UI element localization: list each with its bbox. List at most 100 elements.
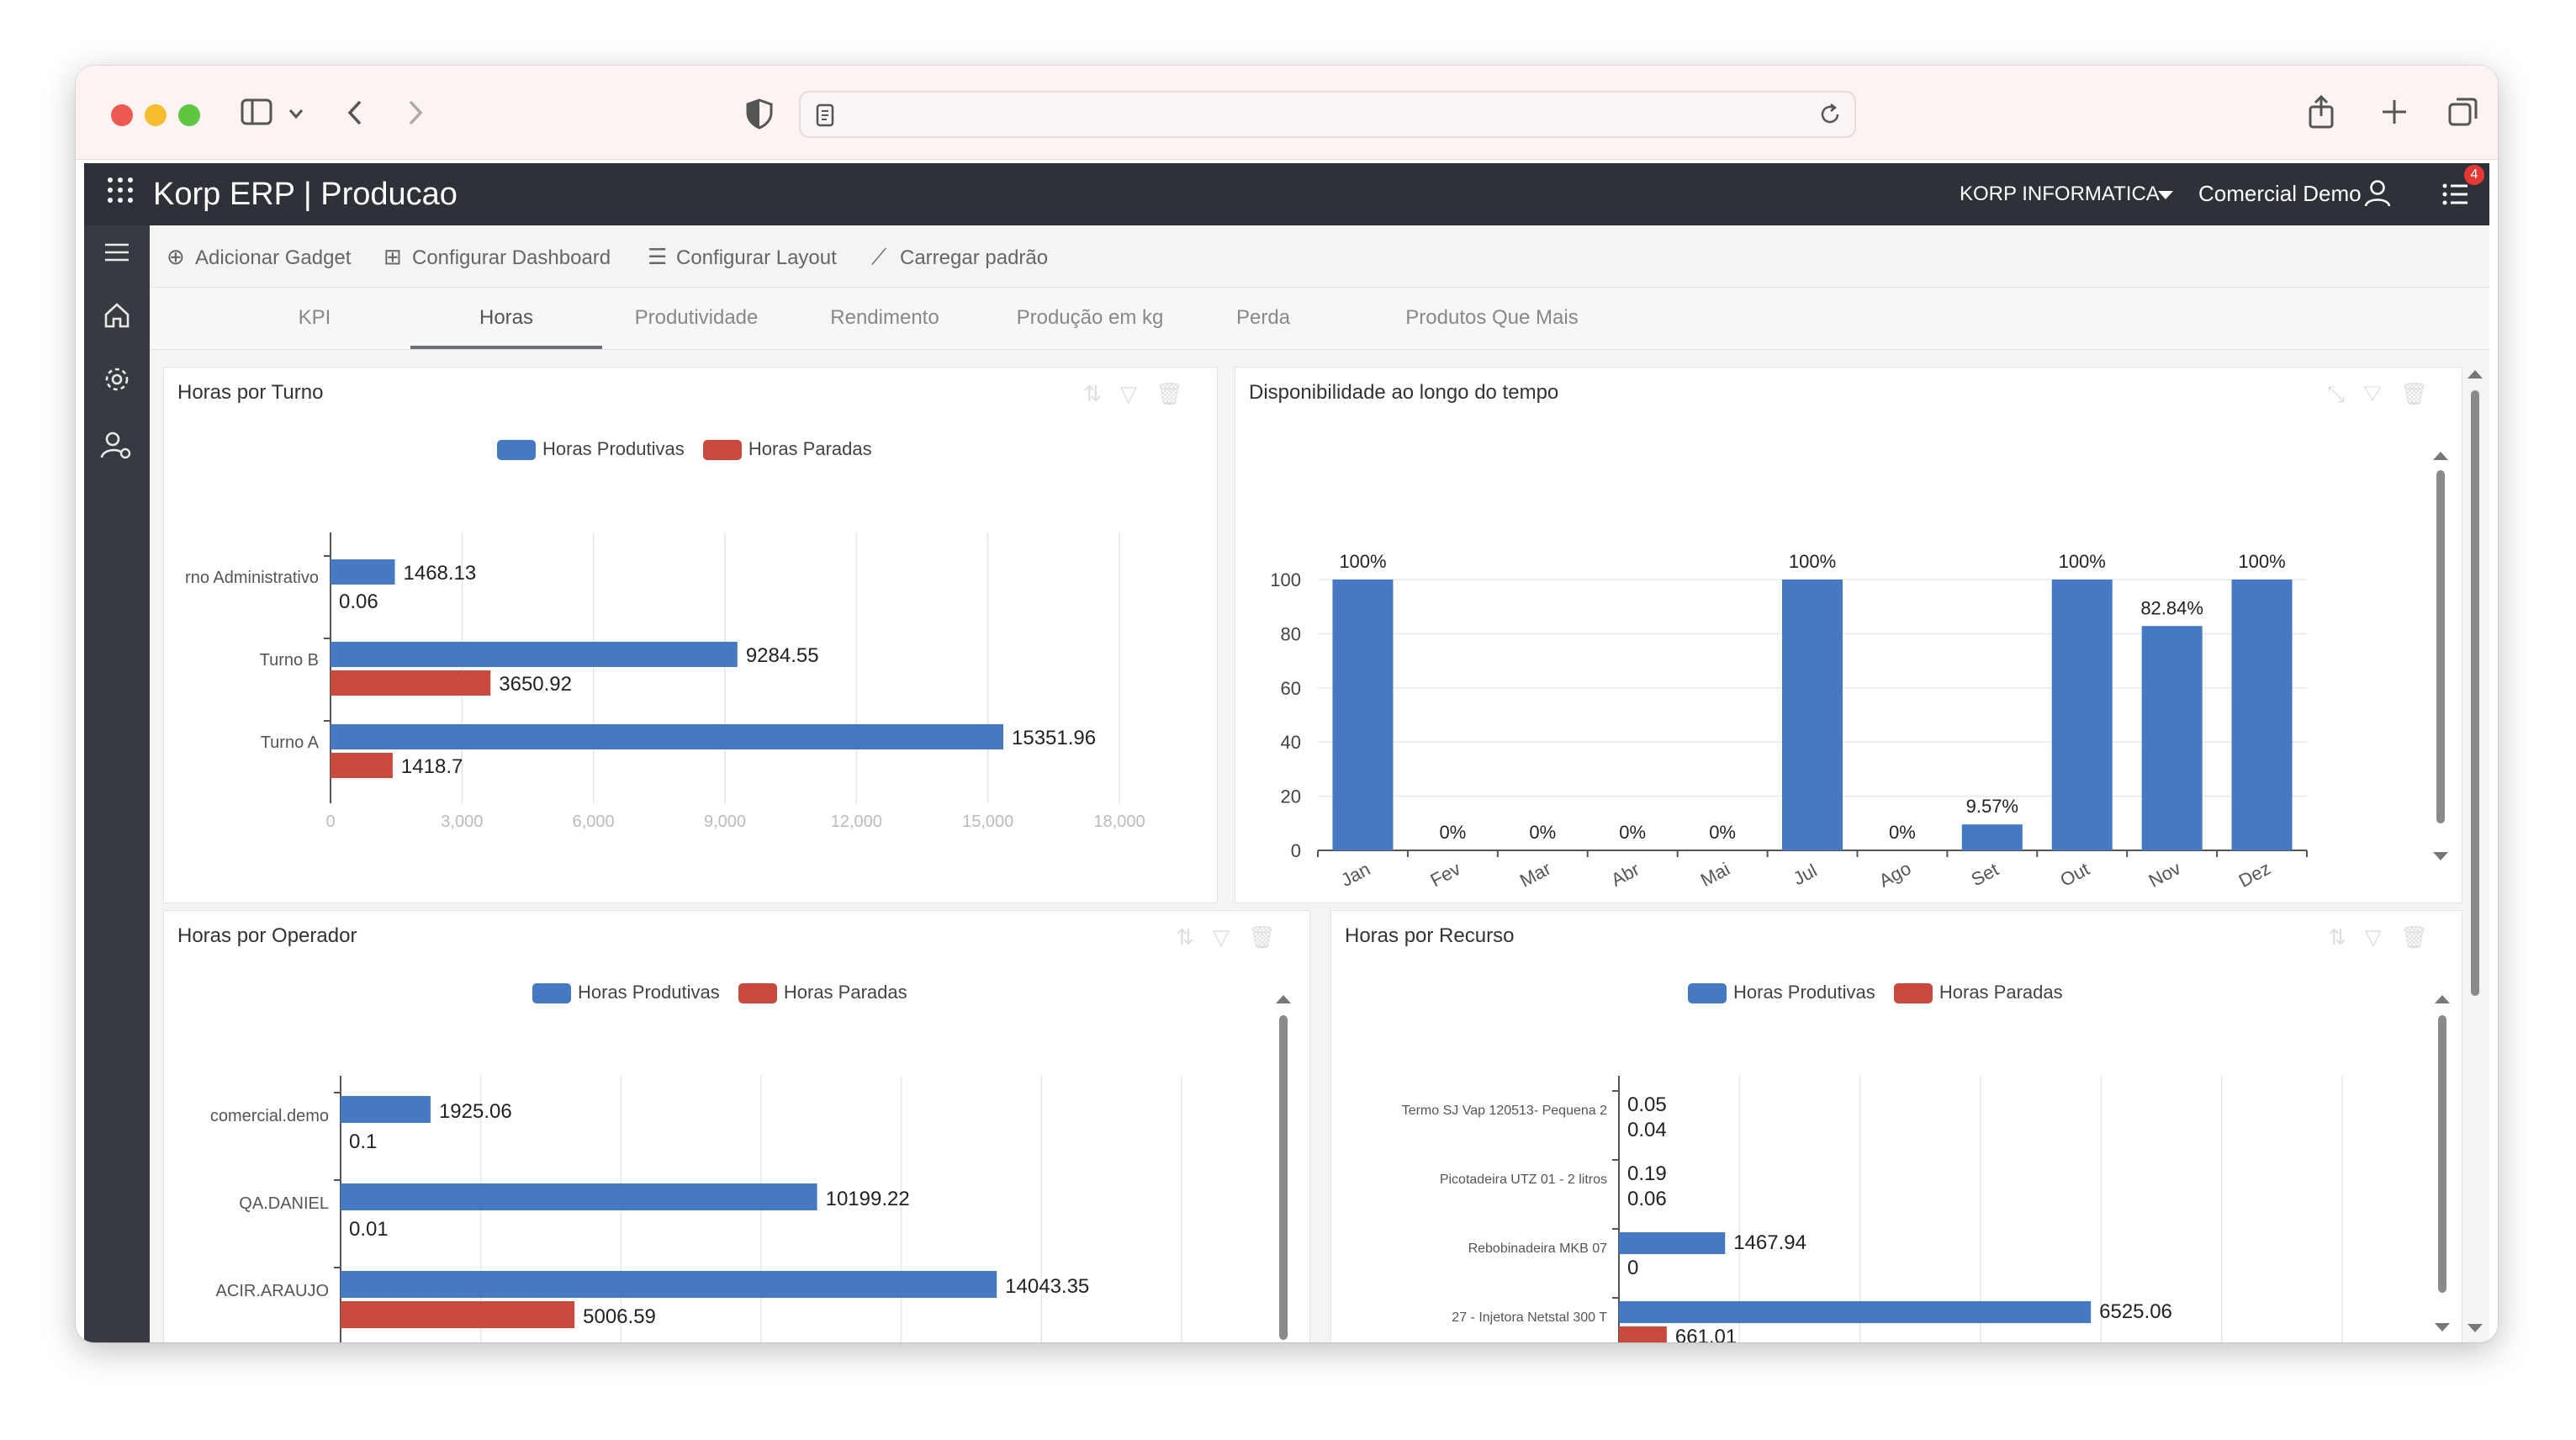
side-navigation: [84, 225, 150, 1342]
data-label: 100%: [2238, 551, 2285, 572]
y-category-label: Turno A: [261, 733, 320, 752]
filter-icon[interactable]: ▽: [2363, 381, 2400, 406]
data-label-productive: 10199.22: [826, 1188, 910, 1210]
apps-grid-icon[interactable]: [108, 177, 133, 203]
configure-dashboard-button[interactable]: ⊞ Configurar Dashboard: [383, 244, 611, 269]
x-tick-label: Dez: [2235, 857, 2274, 889]
page-scrollbar[interactable]: [2471, 390, 2479, 996]
legend-item-stopped[interactable]: Horas Paradas: [738, 982, 907, 1004]
scroll-up-arrow[interactable]: [1276, 995, 1291, 1003]
trash-icon[interactable]: 🗑: [2399, 924, 2446, 950]
y-tick-label: 40: [1281, 732, 1301, 753]
filter-icon[interactable]: ▽: [2364, 924, 2400, 950]
data-label-stopped: 3650.92: [499, 673, 572, 696]
data-label-productive: 1467.94: [1733, 1231, 1806, 1254]
chart-disponibilidade: 0 20 40 60 80 100 100% Jan 0% Fev 0% Mar 0% Abr 0% Mai 1…: [1270, 551, 2308, 889]
share-icon[interactable]: [2306, 94, 2336, 136]
tab-rendimento[interactable]: Rendimento: [830, 306, 939, 329]
new-tab-icon[interactable]: [2380, 98, 2409, 133]
configure-layout-button[interactable]: ☰ Configurar Layout: [648, 244, 837, 269]
tab-producao-kg[interactable]: Produção em kg: [1016, 306, 1164, 329]
expand-icon[interactable]: ⤡: [2327, 381, 2364, 406]
panel-scrollbar[interactable]: [2438, 1015, 2446, 1293]
bar-productive: [331, 642, 738, 667]
tab-horas[interactable]: Horas: [479, 306, 534, 329]
chevron-down-icon[interactable]: [288, 99, 304, 133]
legend-item-stopped[interactable]: Horas Paradas: [1893, 982, 2063, 1004]
shield-icon[interactable]: [745, 98, 774, 136]
dashboard-toolbar: ⊕ Adicionar Gadget ⊞ Configurar Dashboard …: [150, 225, 2489, 288]
scroll-down-arrow[interactable]: [2433, 852, 2448, 860]
page-scroll-up-arrow[interactable]: [2468, 370, 2483, 379]
trash-icon[interactable]: 🗑: [1247, 924, 1294, 950]
data-label-stopped: 5006.59: [583, 1305, 656, 1328]
bar-stopped: [331, 753, 393, 778]
close-window-button[interactable]: [111, 104, 133, 126]
data-label-productive: 14043.35: [1005, 1275, 1089, 1298]
data-label-stopped: 0.01: [349, 1218, 389, 1241]
user-settings-icon[interactable]: [84, 431, 150, 469]
chevron-down-icon[interactable]: [2158, 191, 2173, 199]
filter-icon[interactable]: ▽: [1212, 924, 1248, 950]
bar-productive: [1619, 1232, 1726, 1254]
x-tick-label: Jan: [1337, 858, 1373, 889]
trash-icon[interactable]: 🗑: [1155, 381, 1202, 406]
x-tick-label: Fev: [1427, 858, 1464, 889]
legend-item-productive[interactable]: Horas Produtivas: [1688, 982, 1875, 1004]
company-selector[interactable]: KORP INFORMATICA: [1960, 183, 2160, 205]
y-category-label: ACIR.ARAUJO: [216, 1282, 329, 1300]
active-tab-indicator: [410, 346, 602, 349]
bar: [2051, 580, 2113, 850]
sort-icon[interactable]: ⇅: [1083, 381, 1120, 406]
panel-horas-por-turno: Horas por Turno ⇅▽🗑 Horas Produtivas Hor…: [163, 367, 1218, 903]
sort-icon[interactable]: ⇅: [1176, 924, 1213, 950]
data-label: 100%: [2059, 551, 2106, 572]
filter-icon[interactable]: ▽: [1119, 381, 1156, 406]
legend-item-productive[interactable]: Horas Produtivas: [497, 438, 685, 461]
maximize-window-button[interactable]: [178, 104, 200, 126]
home-icon[interactable]: [84, 301, 150, 337]
data-label: 100%: [1339, 551, 1386, 572]
tabs-overview-icon[interactable]: [2447, 96, 2479, 135]
scroll-down-arrow[interactable]: [2435, 1323, 2450, 1331]
dashboard-icon: ⊞: [383, 244, 402, 269]
minimize-window-button[interactable]: [145, 104, 167, 126]
tab-produtividade[interactable]: Produtividade: [634, 306, 759, 329]
legend-item-stopped[interactable]: Horas Paradas: [702, 438, 872, 461]
sort-icon[interactable]: ⇅: [2328, 924, 2365, 950]
chart-legend: Horas Produtivas Horas Paradas: [497, 438, 886, 461]
app-title: Korp ERP | Producao: [153, 177, 458, 212]
scroll-up-arrow[interactable]: [2433, 452, 2448, 460]
sidebar-toggle-icon[interactable]: [241, 98, 274, 133]
panel-scrollbar[interactable]: [2436, 470, 2445, 823]
tab-produtos-que-mais[interactable]: Produtos Que Mais: [1405, 306, 1579, 329]
data-label-stopped: 0.04: [1627, 1119, 1667, 1141]
legend-item-productive[interactable]: Horas Produtivas: [532, 982, 720, 1004]
load-default-button[interactable]: ⟋ Carregar padrão: [871, 244, 1049, 269]
data-label-stopped: 0.06: [339, 590, 378, 613]
data-label: 9.57%: [1966, 796, 2018, 817]
add-gadget-button[interactable]: ⊕ Adicionar Gadget: [167, 244, 352, 269]
forward-icon[interactable]: [405, 98, 426, 135]
notifications-list-icon[interactable]: [2441, 180, 2471, 213]
address-bar[interactable]: [799, 91, 1856, 138]
scroll-up-arrow[interactable]: [2435, 995, 2450, 1003]
user-icon[interactable]: [2363, 178, 2392, 213]
tab-perda[interactable]: Perda: [1235, 306, 1291, 329]
menu-icon[interactable]: [84, 239, 150, 272]
gear-icon[interactable]: [84, 365, 150, 401]
tab-kpi[interactable]: KPI: [298, 306, 331, 329]
back-icon[interactable]: [345, 98, 365, 135]
bar-stopped: [1619, 1326, 1667, 1342]
y-tick-label: 60: [1281, 678, 1301, 699]
user-name[interactable]: Comercial Demo: [2198, 181, 2362, 206]
data-label-productive: 6525.06: [2099, 1300, 2172, 1323]
reload-icon[interactable]: [1817, 102, 1843, 131]
panel-scrollbar[interactable]: [1279, 1015, 1288, 1340]
x-tick-label: 18,000: [1093, 813, 1145, 831]
trash-icon[interactable]: 🗑: [2399, 381, 2446, 406]
bar: [1961, 824, 2023, 850]
page-icon: [814, 103, 836, 132]
page-scroll-down-arrow[interactable]: [2468, 1324, 2483, 1332]
bar-productive: [1619, 1301, 2092, 1323]
